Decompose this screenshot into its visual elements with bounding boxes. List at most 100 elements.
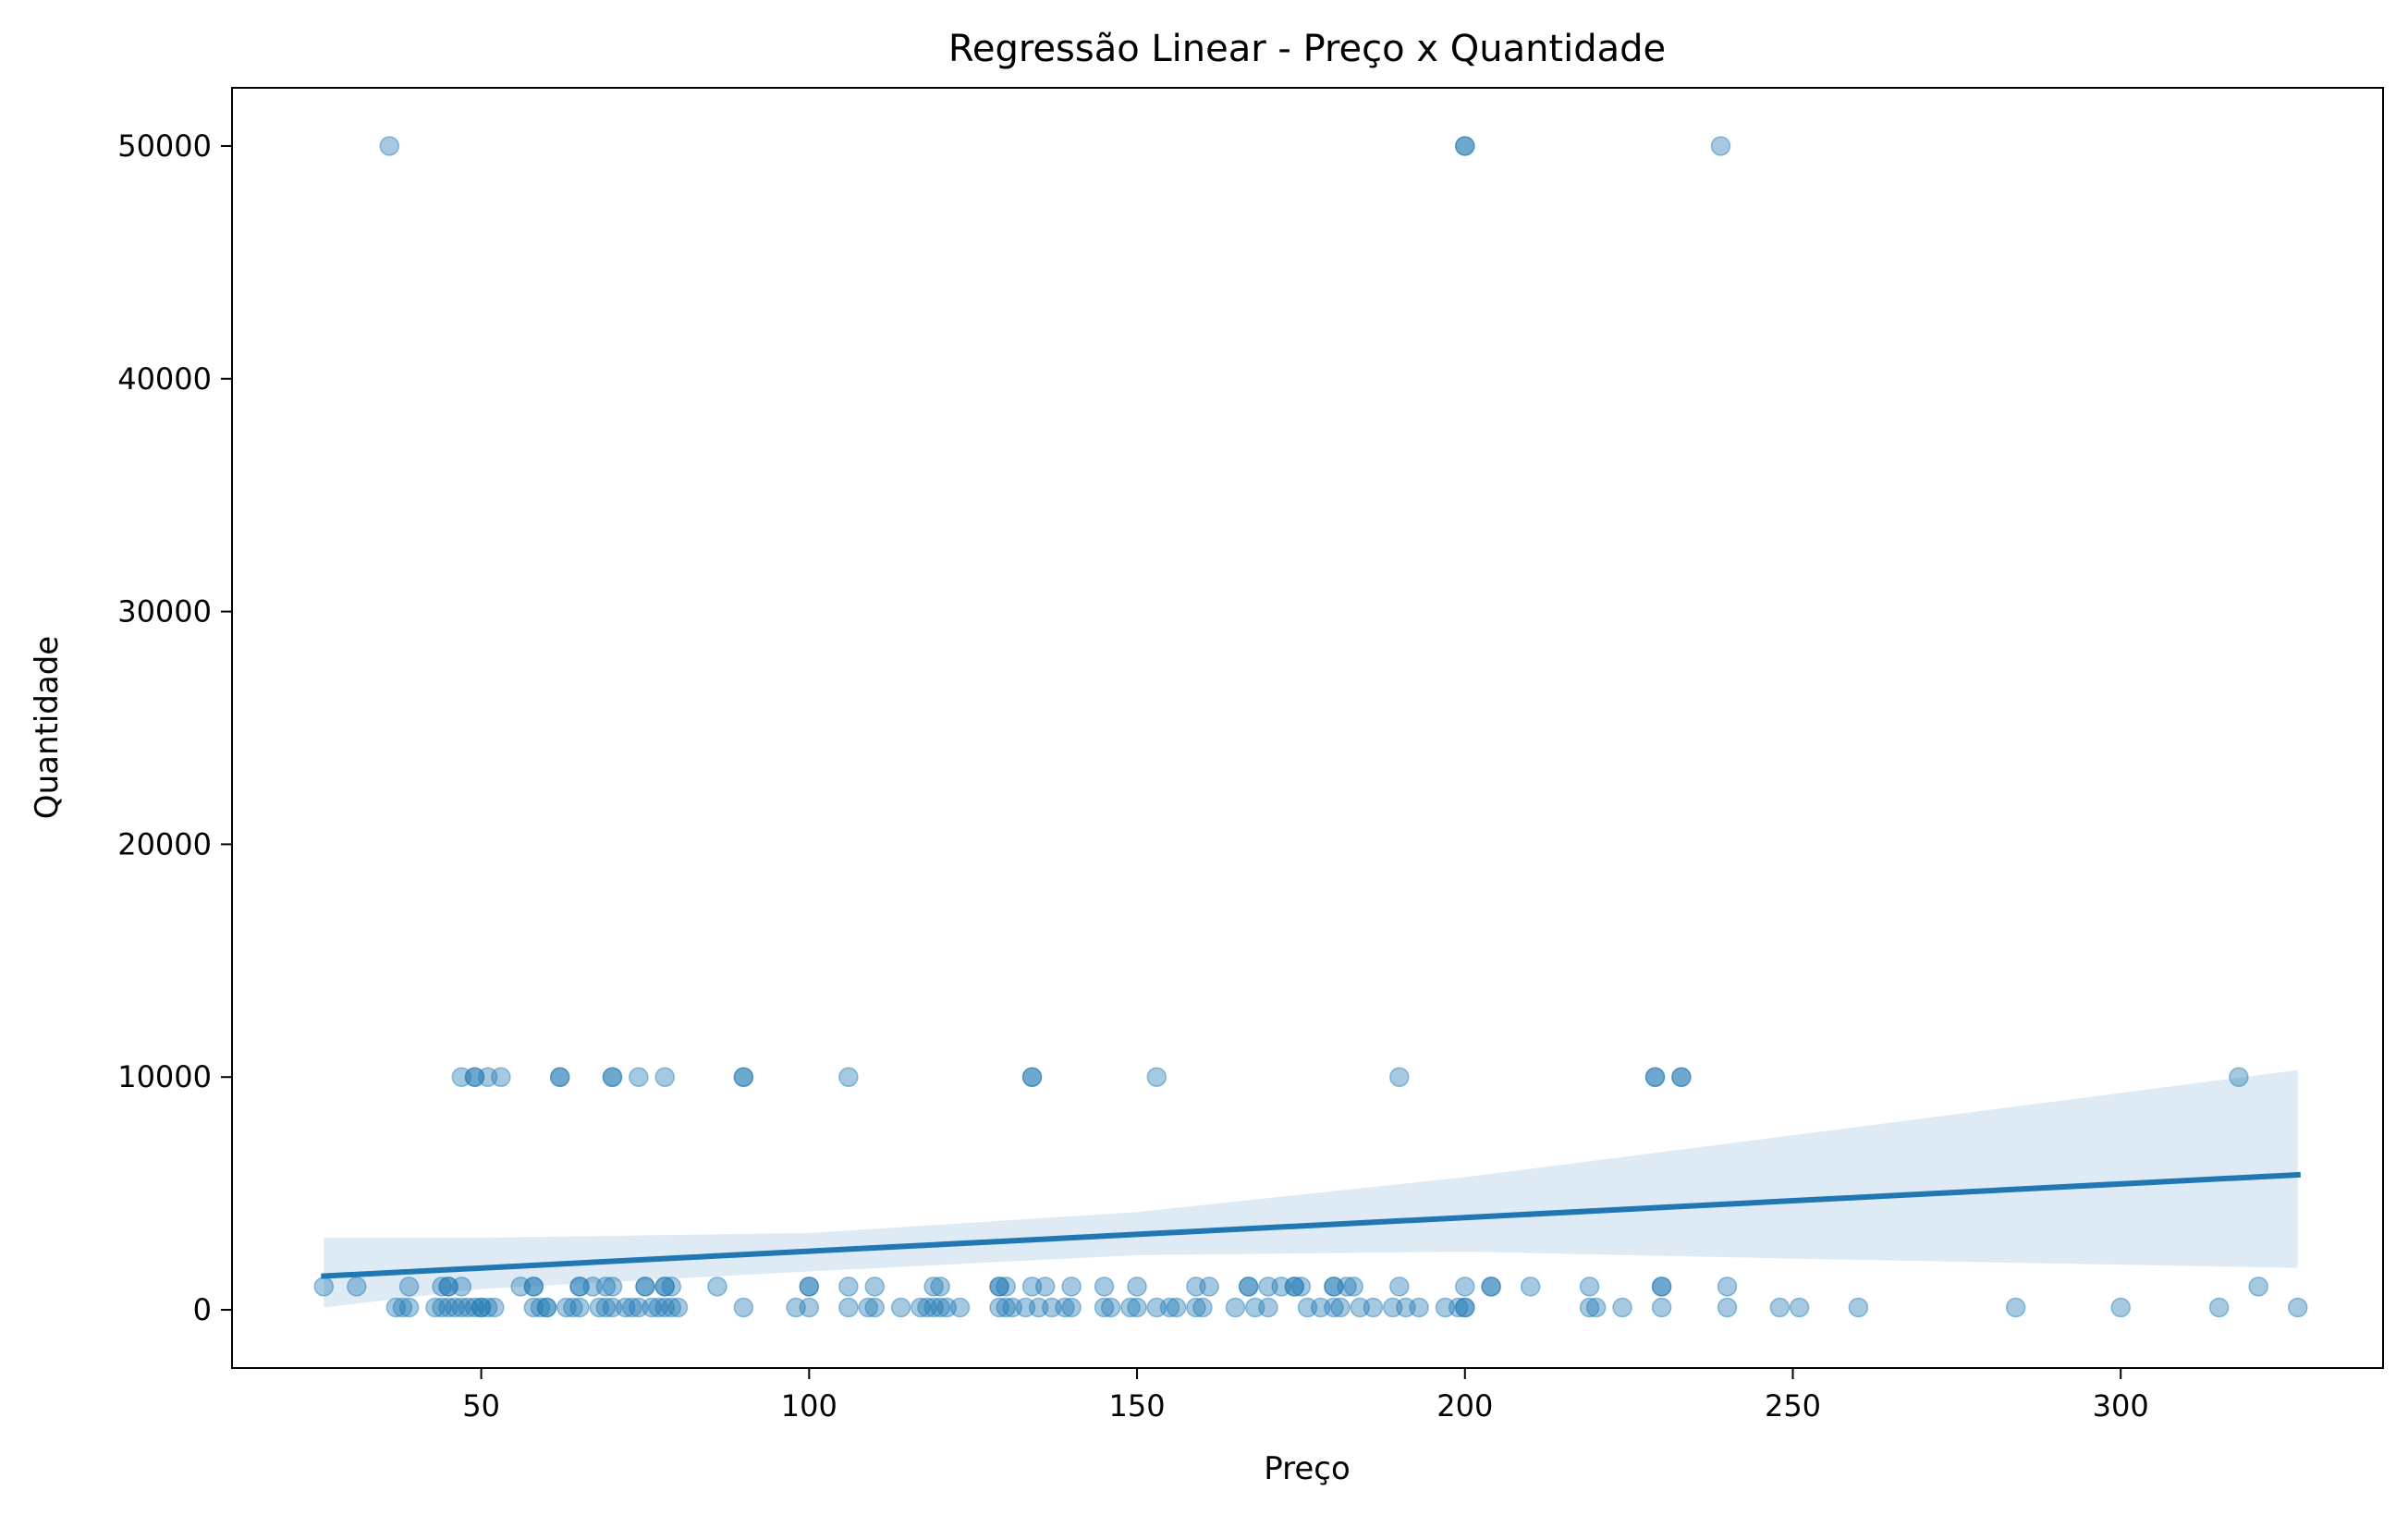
- scatter-point: [1324, 1277, 1344, 1297]
- scatter-point: [1284, 1277, 1305, 1297]
- scatter-point: [2248, 1277, 2268, 1297]
- scatter-point: [1455, 1277, 1475, 1297]
- scatter-point: [1094, 1277, 1115, 1297]
- scatter-point: [398, 1277, 420, 1297]
- scatter-point: [864, 1277, 886, 1297]
- scatter-point: [1002, 1297, 1022, 1318]
- scatter-point: [523, 1277, 544, 1297]
- scatter-point: [1455, 136, 1475, 156]
- scatter-point: [1717, 1277, 1738, 1297]
- scatter-point: [536, 1297, 557, 1318]
- scatter-point: [1192, 1297, 1213, 1318]
- scatter-point: [1671, 1067, 1692, 1087]
- scatter-point: [1100, 1297, 1121, 1318]
- scatter-point: [661, 1277, 682, 1297]
- scatter-point: [1651, 1297, 1672, 1318]
- axes-frame: [231, 87, 2384, 1369]
- x-axis: 50 100 150 200 250 300: [462, 1368, 2149, 1423]
- scatter-point: [2110, 1297, 2131, 1318]
- scatter-point: [936, 1297, 958, 1318]
- scatter-point: [1015, 1297, 1036, 1318]
- x-axis-label: Preço: [1264, 1450, 1351, 1487]
- scatter-point: [1244, 1297, 1265, 1318]
- scatter-point: [1021, 1277, 1043, 1297]
- scatter-point: [1717, 1297, 1738, 1318]
- scatter-point: [523, 1277, 544, 1297]
- scatter-point: [1330, 1297, 1351, 1318]
- scatter-point: [595, 1297, 617, 1318]
- scatter-point: [989, 1277, 1009, 1297]
- scatter-point: [1520, 1277, 1541, 1297]
- scatter-point: [1396, 1297, 1416, 1318]
- scatter-point: [838, 1067, 859, 1087]
- y-axis-label: Quantidade: [29, 636, 66, 819]
- scatter-point: [432, 1297, 452, 1318]
- scatter-point: [1644, 1067, 1666, 1087]
- scatter-point: [2288, 1297, 2308, 1318]
- scatter-point: [642, 1297, 662, 1318]
- scatter-point: [569, 1297, 590, 1318]
- scatter-point: [432, 1277, 452, 1297]
- scatter-point: [930, 1297, 950, 1318]
- scatter-point: [733, 1067, 754, 1087]
- x-tick-label: 150: [1109, 1388, 1166, 1423]
- chart-title: Regressão Linear - Preço x Quantidade: [948, 28, 1666, 70]
- scatter-point: [438, 1297, 458, 1318]
- scatter-point: [733, 1297, 754, 1318]
- scatter-point: [510, 1277, 531, 1297]
- scatter-point: [1612, 1297, 1632, 1318]
- scatter-point: [1455, 136, 1475, 156]
- scatter-point: [1848, 1297, 1869, 1318]
- scatter-point: [629, 1297, 649, 1318]
- scatter-point: [523, 1297, 544, 1318]
- scatter-point: [1337, 1277, 1357, 1297]
- scatter-point: [1343, 1277, 1363, 1297]
- scatter-point: [530, 1297, 551, 1318]
- scatter-point: [890, 1297, 911, 1318]
- scatter-point: [1389, 1277, 1410, 1297]
- scatter-point: [2005, 1297, 2026, 1318]
- scatter-point: [654, 1297, 675, 1318]
- scatter-point: [707, 1277, 727, 1297]
- scatter-point: [648, 1297, 668, 1318]
- x-tick-label: 50: [462, 1388, 500, 1423]
- scatter-point: [1310, 1297, 1331, 1318]
- scatter-point: [445, 1297, 465, 1318]
- plot-area: [313, 136, 2308, 1318]
- scatter-point: [549, 1067, 570, 1087]
- scatter-point: [1166, 1297, 1187, 1318]
- scatter-point: [1579, 1277, 1600, 1297]
- scatter-point: [549, 1067, 570, 1087]
- scatter-point: [1455, 1297, 1475, 1318]
- scatter-point: [1120, 1297, 1141, 1318]
- scatter-point: [438, 1277, 458, 1297]
- scatter-point: [392, 1297, 413, 1318]
- scatter-point: [464, 1067, 485, 1087]
- scatter-point: [385, 1297, 407, 1318]
- scatter-point: [438, 1277, 458, 1297]
- y-axis: 0 10000 20000 30000 40000 50000: [117, 128, 232, 1327]
- scatter-point: [1127, 1277, 1147, 1297]
- scatter-point: [1258, 1297, 1278, 1318]
- scatter-point: [949, 1297, 971, 1318]
- scatter-point: [1238, 1277, 1259, 1297]
- scatter-point: [1409, 1297, 1429, 1318]
- scatter-point: [1710, 136, 1731, 156]
- scatter-point: [996, 1297, 1016, 1318]
- scatter-point: [569, 1277, 590, 1297]
- scatter-point: [1789, 1297, 1810, 1318]
- scatter-point: [491, 1067, 511, 1087]
- scatter-point: [536, 1297, 557, 1318]
- scatter-point: [1186, 1277, 1206, 1297]
- scatter-point: [1481, 1277, 1501, 1297]
- scatter-point: [464, 1297, 485, 1318]
- scatter-point: [1290, 1277, 1312, 1297]
- scatter-point: [629, 1067, 649, 1087]
- scatter-point: [556, 1297, 577, 1318]
- scatter-point: [1146, 1067, 1167, 1087]
- scatter-point: [1324, 1277, 1344, 1297]
- scatter-point: [1225, 1297, 1246, 1318]
- x-tick-label: 300: [2093, 1388, 2149, 1423]
- scatter-point: [1061, 1297, 1082, 1318]
- scatter-point: [1021, 1067, 1043, 1087]
